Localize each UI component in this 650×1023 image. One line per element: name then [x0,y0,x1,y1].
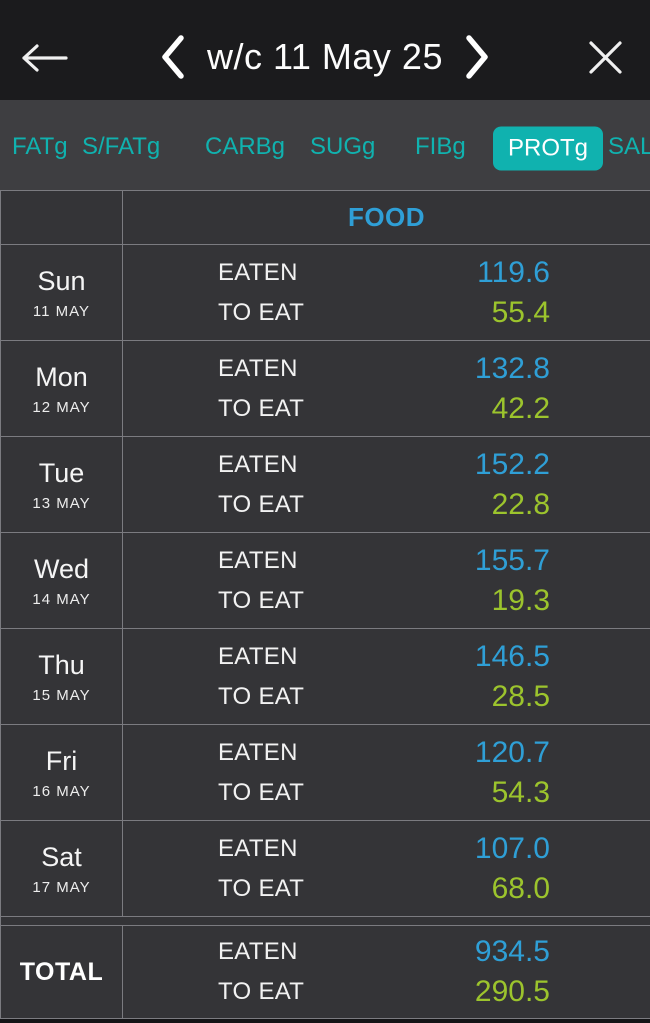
eaten-value: 107.0 [474,831,550,865]
day-date: 17 MAY [32,878,91,896]
close-button[interactable] [587,39,624,76]
day-row[interactable]: Sun 11 MAY EATEN 119.6 TO EAT 55.4 [1,245,650,341]
arrow-left-icon [20,43,68,73]
day-values-cell: EATEN 120.7 TO EAT 54.3 [123,725,650,820]
weekly-summary-table: FOOD Sun 11 MAY EATEN 119.6 TO EAT 55.4 … [0,190,650,1019]
total-separator [1,917,650,926]
eaten-value: 120.7 [474,735,550,769]
tab-fatg[interactable]: FATg [12,133,68,161]
eaten-value: 152.2 [474,447,550,481]
food-column-header: FOOD [347,202,426,232]
day-row[interactable]: Fri 16 MAY EATEN 120.7 TO EAT 54.3 [1,725,650,821]
day-row[interactable]: Wed 14 MAY EATEN 155.7 TO EAT 19.3 [1,533,650,629]
total-values-cell: EATEN 934.5 TO EAT 290.5 [123,926,650,1018]
day-row[interactable]: Tue 13 MAY EATEN 152.2 TO EAT 22.8 [1,437,650,533]
day-label-cell: Wed 14 MAY [1,533,123,628]
day-name: Wed [33,553,90,584]
tab-protg[interactable]: PROTg [493,126,604,171]
day-label-cell: Fri 16 MAY [1,725,123,820]
tab-saltg[interactable]: SALTg [608,133,650,161]
eaten-value: 132.8 [474,351,550,385]
close-icon [587,39,624,76]
total-label-cell: TOTAL [1,926,123,1018]
total-row: TOTAL EATEN 934.5 TO EAT 290.5 [1,926,650,1019]
week-title: w/c 11 May 25 [207,36,443,77]
chevron-right-icon [465,35,490,79]
header-empty-cell [1,191,123,244]
tab-fibg[interactable]: FIBg [415,133,466,161]
day-date: 15 MAY [32,686,91,704]
eaten-label: EATEN [218,258,298,286]
to-eat-value: 22.8 [491,487,550,521]
day-values-cell: EATEN 107.0 TO EAT 68.0 [123,821,650,916]
day-name: Sat [41,841,82,872]
next-week-button[interactable] [465,35,490,79]
to-eat-value: 28.5 [491,679,550,713]
to-eat-label: TO EAT [218,298,305,326]
eaten-label: EATEN [218,450,298,478]
day-name: Fri [45,745,78,776]
day-label-cell: Tue 13 MAY [1,437,123,532]
total-eaten-value: 934.5 [474,935,550,968]
tab-sugg[interactable]: SUGg [310,133,376,161]
chevron-left-icon [160,35,185,79]
day-name: Thu [38,649,85,680]
to-eat-label: TO EAT [218,778,305,806]
eaten-label: EATEN [218,354,298,382]
tab-sfatg[interactable]: S/FATg [82,133,161,161]
day-name: Sun [37,265,86,296]
food-column-header-cell: FOOD [123,191,650,244]
day-date: 11 MAY [32,302,91,320]
day-name: Mon [35,361,88,392]
day-name: Tue [38,457,85,488]
day-label-cell: Sun 11 MAY [1,245,123,340]
eaten-value: 146.5 [474,639,550,673]
eaten-label: EATEN [218,938,298,965]
nutrient-tab-bar: FATg S/FATg CARBg SUGg FIBg PROTg SALTg [0,100,650,190]
to-eat-label: TO EAT [218,874,305,902]
to-eat-value: 42.2 [491,391,550,425]
day-row[interactable]: Thu 15 MAY EATEN 146.5 TO EAT 28.5 [1,629,650,725]
day-values-cell: EATEN 132.8 TO EAT 42.2 [123,341,650,436]
to-eat-value: 55.4 [491,295,550,329]
table-header-row: FOOD [1,191,650,245]
previous-week-button[interactable] [160,35,185,79]
total-label: TOTAL [19,957,104,986]
week-navigator: w/c 11 May 25 [0,0,650,100]
day-values-cell: EATEN 146.5 TO EAT 28.5 [123,629,650,724]
day-values-cell: EATEN 119.6 TO EAT 55.4 [123,245,650,340]
eaten-value: 119.6 [477,255,550,289]
to-eat-label: TO EAT [218,394,305,422]
back-button[interactable] [20,43,68,73]
day-row[interactable]: Sat 17 MAY EATEN 107.0 TO EAT 68.0 [1,821,650,917]
day-date: 12 MAY [32,398,91,416]
to-eat-label: TO EAT [218,490,305,518]
tab-carbg[interactable]: CARBg [205,133,286,161]
eaten-value: 155.7 [474,543,550,577]
day-row[interactable]: Mon 12 MAY EATEN 132.8 TO EAT 42.2 [1,341,650,437]
to-eat-value: 19.3 [491,583,550,617]
top-bar: w/c 11 May 25 [0,0,650,100]
day-values-cell: EATEN 152.2 TO EAT 22.8 [123,437,650,532]
eaten-label: EATEN [218,834,298,862]
eaten-label: EATEN [218,546,298,574]
day-label-cell: Mon 12 MAY [1,341,123,436]
to-eat-label: TO EAT [218,978,305,1005]
day-label-cell: Thu 15 MAY [1,629,123,724]
total-to-eat-value: 290.5 [474,975,550,1008]
to-eat-value: 68.0 [491,871,550,905]
to-eat-label: TO EAT [218,682,305,710]
day-label-cell: Sat 17 MAY [1,821,123,916]
day-date: 14 MAY [32,590,91,608]
to-eat-value: 54.3 [491,775,550,809]
day-values-cell: EATEN 155.7 TO EAT 19.3 [123,533,650,628]
day-date: 13 MAY [32,494,91,512]
to-eat-label: TO EAT [218,586,305,614]
eaten-label: EATEN [218,738,298,766]
day-date: 16 MAY [32,782,91,800]
eaten-label: EATEN [218,642,298,670]
